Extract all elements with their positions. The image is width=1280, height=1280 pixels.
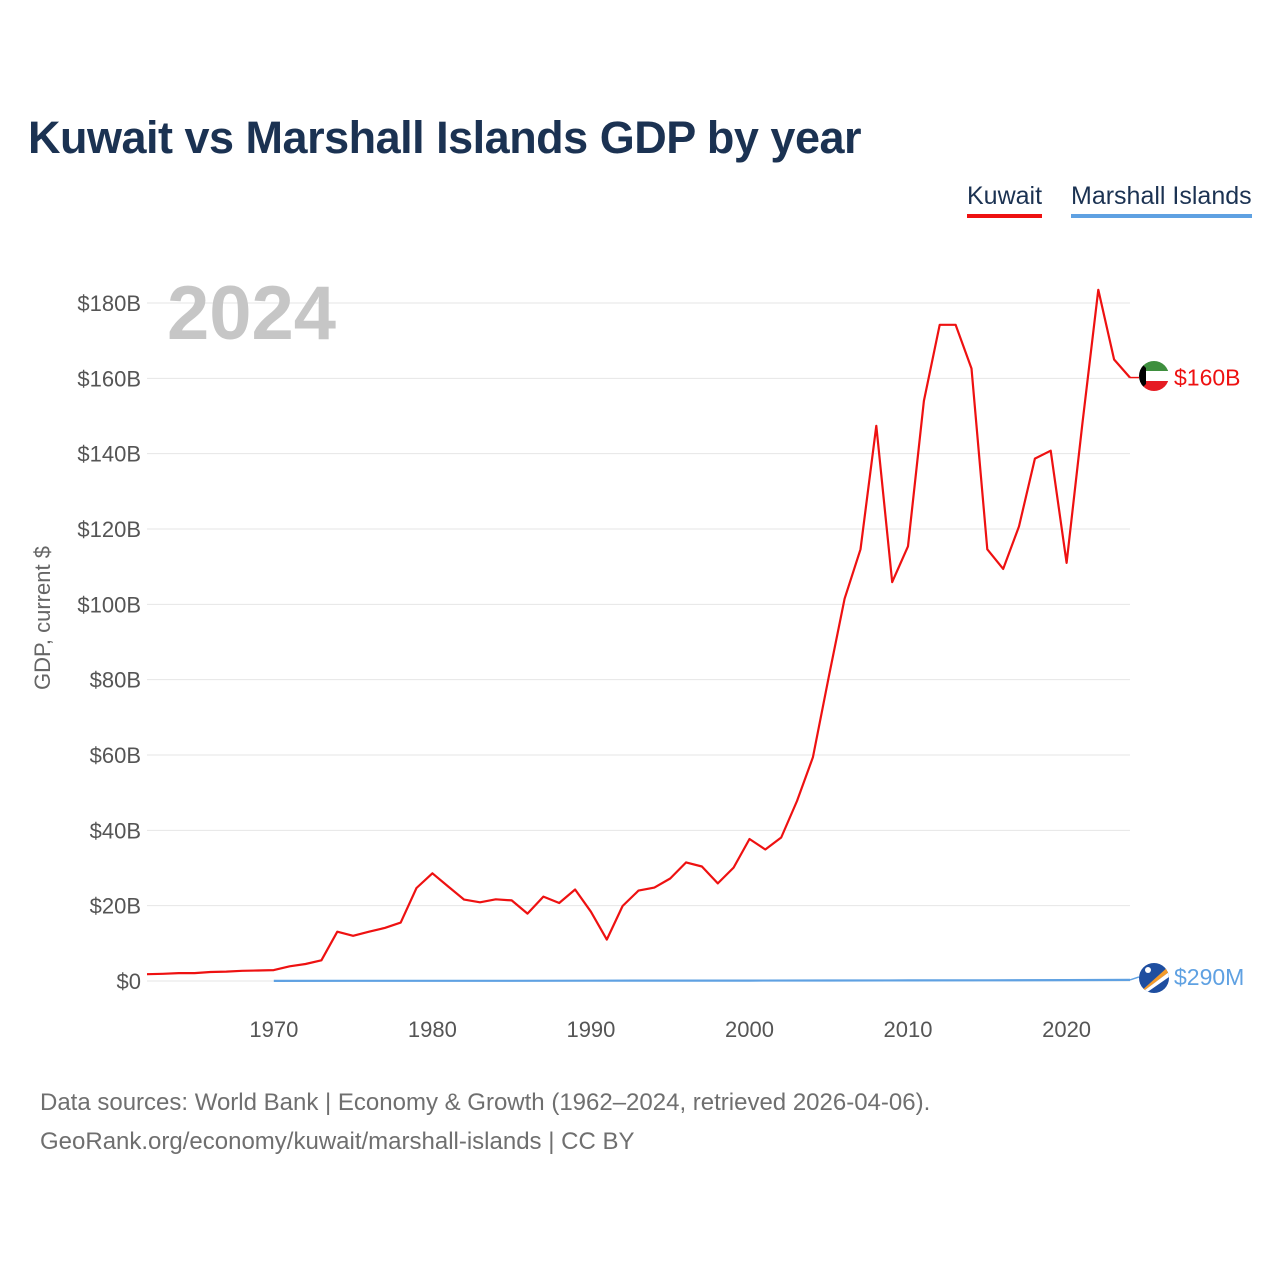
footer: Data sources: World Bank | Economy & Gro… [40,1083,930,1161]
y-tick-label: $160B [77,366,141,391]
series-line-kuwait [146,288,1131,976]
y-axis-label: GDP, current $ [30,546,55,690]
end-value-label: $290M [1174,964,1244,990]
y-tick-label: $40B [90,818,141,843]
y-tick-label: $100B [77,592,141,617]
end-value-label: $160B [1174,365,1241,391]
x-tick-label: 1980 [408,1017,457,1042]
y-tick-label: $60B [90,743,141,768]
y-tick-label: $20B [90,894,141,919]
chart-title: Kuwait vs Marshall Islands GDP by year [28,112,862,163]
legend-item-kuwait[interactable]: Kuwait [967,181,1043,218]
y-axis-ticks: $0 $20B $40B $60B $80B $100B $120B $140B $160B $1… [77,291,141,994]
grid-lines [147,302,1130,982]
x-tick-label: 2020 [1042,1017,1091,1042]
end-connector [1129,976,1140,981]
series-line-marshall-islands [273,978,1131,983]
x-tick-label: 2000 [725,1017,774,1042]
marshall-islands-flag-icon [1139,963,1169,993]
year-watermark: 2024 [167,271,336,356]
x-tick-label: 2010 [884,1017,933,1042]
y-tick-label: $0 [117,969,141,994]
gdp-line-chart: $0 $20B $40B $60B $80B $100B $120B $140B $160B $1… [30,271,1244,1042]
x-tick-label: 1990 [566,1017,615,1042]
x-tick-label: 1970 [249,1017,298,1042]
x-axis-ticks: 1970 1980 1990 2000 2010 2020 [249,1017,1091,1042]
legend-item-marshall-islands[interactable]: Marshall Islands [1071,181,1252,218]
y-tick-label: $80B [90,668,141,693]
source-note: Data sources: World Bank | Economy & Gro… [40,1089,931,1116]
source-url: GeoRank.org/economy/kuwait/marshall-isla… [40,1128,635,1155]
kuwait-flag-icon [1139,361,1169,391]
y-tick-label: $140B [77,442,141,467]
y-tick-label: $180B [77,291,141,316]
y-tick-label: $120B [77,517,141,542]
